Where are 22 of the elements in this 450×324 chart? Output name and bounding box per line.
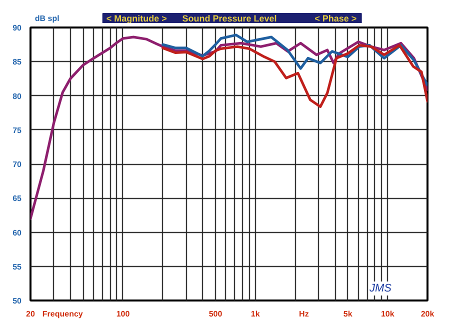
x-tick-label: 10k	[380, 310, 395, 318]
y-tick-label: 60	[12, 228, 22, 238]
y-tick-label: 70	[12, 160, 22, 169]
text: < Phase >	[314, 14, 357, 24]
y-axis-title: dB spl	[34, 14, 60, 23]
x-tick-label: 1k	[250, 310, 260, 318]
y-tick-label: 65	[12, 194, 22, 204]
text: Frequency	[42, 310, 84, 318]
x-tick-label: 100	[116, 310, 130, 318]
text: Hz	[299, 310, 309, 318]
y-tick-label: 85	[12, 58, 22, 67]
annotation: JMS	[368, 282, 392, 294]
chart-title: Sound Pressure Level	[182, 14, 277, 24]
y-tick-label: 80	[12, 92, 22, 101]
y-tick-label: 90	[12, 24, 22, 32]
y-tick-label: 75	[12, 126, 22, 135]
y-tick-label: 50	[12, 296, 22, 306]
x-tick-label: 20k	[420, 310, 435, 318]
x-tick-label: 20	[26, 310, 36, 318]
x-tick-label: 5k	[343, 310, 353, 318]
y-tick-label: 55	[12, 262, 22, 272]
x-tick-label: 500	[208, 310, 223, 318]
